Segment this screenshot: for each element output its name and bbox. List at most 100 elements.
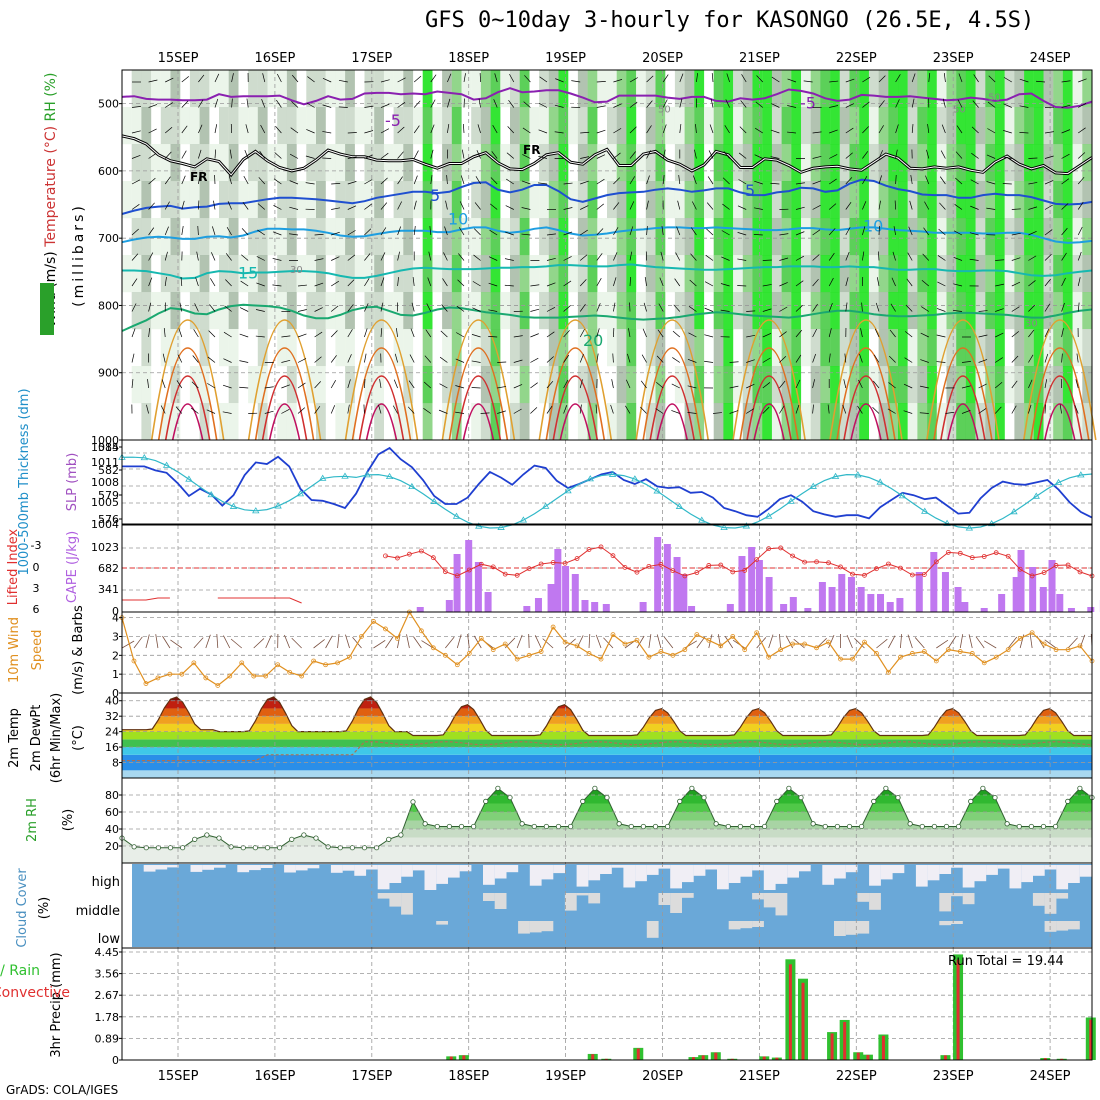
wind-barb [927, 124, 930, 134]
rh-shading-cell [791, 107, 802, 145]
wind-barb [939, 202, 946, 210]
rh-shading-cell [364, 107, 375, 145]
wind-barb [364, 154, 373, 159]
rh-shading-cell [820, 70, 831, 108]
rh-shading-cell [946, 70, 957, 108]
wind-barb [795, 231, 805, 236]
wind-barb [613, 227, 619, 236]
slp-marker [809, 482, 817, 489]
wind-barb [314, 307, 323, 312]
wind-barb [429, 226, 432, 236]
slp-marker [475, 522, 483, 529]
rh-shading-cell [500, 218, 511, 256]
wind-barb [738, 179, 747, 185]
temperature-tick-label: 16 [105, 741, 119, 754]
wind-barb [903, 410, 913, 414]
rh-shading-cell [859, 181, 869, 219]
lifted-index-marker [981, 554, 987, 559]
wind-barb [746, 383, 755, 389]
rh-shading-cell [752, 366, 763, 404]
precip-legend-convective: Convective [0, 985, 70, 1001]
wind-barb [626, 379, 631, 389]
wind-barb [175, 406, 183, 414]
wind-barb [207, 383, 216, 389]
rh-shading-cell [607, 329, 617, 367]
rh-shading-cell [364, 70, 375, 108]
rh-shading-cell [558, 70, 569, 108]
rh-shading-cell [306, 218, 317, 256]
precip-legend-total: tal / Rain [0, 963, 40, 979]
wind-barb [1011, 232, 1021, 236]
rh-shading-cell [199, 181, 210, 219]
rh-shading-cell [684, 144, 695, 182]
isotherm-warm [365, 403, 398, 441]
wind-barb [895, 74, 901, 83]
wind-barb [1044, 155, 1054, 159]
wind-barb [762, 284, 772, 287]
isotherm-warm [545, 347, 606, 441]
wind-barb [1011, 405, 1017, 414]
rh-shading-cell [733, 70, 743, 108]
cape-bar [591, 602, 599, 612]
rh-shading-cell [917, 403, 928, 441]
date-label-bottom: 20SEP [642, 1069, 683, 1084]
wind-speed-marker [143, 681, 149, 686]
wind-barb [978, 408, 987, 414]
date-label-top: 18SEP [448, 51, 489, 66]
wind-barb [364, 179, 373, 185]
rh-shading-cell [626, 329, 637, 367]
wind-speed-marker [478, 635, 484, 641]
rh-shading-cell [674, 255, 685, 293]
cloud-cell [939, 921, 952, 926]
cloud-cell [951, 921, 963, 924]
rh-shading-cell [267, 218, 278, 256]
rh-shading-cell [742, 70, 753, 108]
rh-marker [749, 823, 756, 830]
wind-barb [828, 353, 831, 363]
wind-barb [926, 149, 930, 159]
wind-barb [762, 382, 771, 389]
date-label-top: 15SEP [158, 51, 199, 66]
rh-shading-cell [616, 144, 627, 182]
cape-bar [954, 587, 962, 612]
wind-speed-marker [430, 645, 436, 651]
wind-barb [430, 124, 435, 134]
wind-barb [554, 131, 564, 134]
rh-shading-cell [1014, 329, 1025, 367]
wind-barb [242, 202, 249, 210]
wind-barb [164, 201, 170, 210]
surface-wind-barb [888, 635, 896, 649]
wind-barb [331, 231, 340, 236]
rh-shading-cell [607, 292, 617, 330]
wind-barb [281, 335, 291, 338]
rh-shading-cell [248, 144, 258, 182]
slp-tick-label: 1011 [91, 456, 119, 469]
rh-shading-cell [616, 107, 627, 145]
wind-barb [1028, 255, 1037, 261]
temp-axis-label-line2: 2m DewPt [29, 705, 44, 772]
rh-shading-cell [490, 107, 501, 145]
rh-shading-cell [325, 144, 336, 182]
wind-barb [662, 124, 667, 134]
rh-shading-cell [577, 218, 588, 256]
rh-shading-cell [403, 107, 414, 145]
cloud-cell [822, 865, 835, 885]
cape-bar [673, 557, 681, 612]
rh-shading-cell [975, 70, 986, 108]
isotherm-label: -5 [385, 111, 401, 130]
lifted-index-line [122, 597, 170, 601]
cape-bar [896, 598, 904, 612]
wind-barb [513, 384, 523, 389]
wind-barb [222, 384, 232, 389]
precip-convective-bar [762, 1056, 766, 1060]
rh-shading-cell [422, 218, 433, 256]
cloud-cell [377, 893, 390, 899]
surface-wind-barb [663, 636, 674, 649]
wind-barb [364, 353, 367, 363]
wind-barb [513, 408, 522, 414]
surface-wind-barb [284, 634, 291, 649]
cloud-cell [740, 865, 753, 877]
wind-barb [397, 251, 400, 261]
rh-shading-cell [936, 403, 947, 441]
wind-barb [596, 278, 602, 287]
